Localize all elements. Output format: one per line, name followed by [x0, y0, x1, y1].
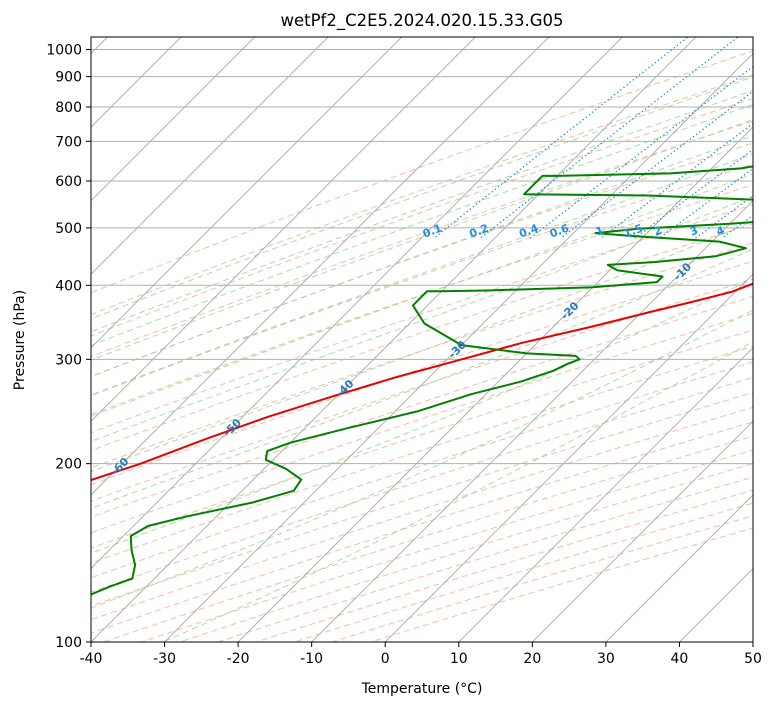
mixing-ratio-label: 2	[652, 224, 664, 239]
x-tick-label: 50	[744, 651, 762, 667]
mixing-ratio-label: 1	[594, 224, 606, 239]
x-tick-label: 40	[671, 651, 689, 667]
x-tick-label: 30	[597, 651, 615, 667]
y-tick-label: 900	[55, 70, 82, 86]
mixing-ratio-label: 0.1	[421, 222, 444, 241]
y-tick-label: 1000	[46, 43, 82, 59]
isotherm-line	[384, 273, 753, 642]
mixing-ratio-label: 0.4	[517, 222, 540, 241]
isotherm-line	[163, 52, 753, 642]
mixing-ratio-label: 4	[715, 224, 727, 239]
y-tick-label: 100	[55, 635, 82, 651]
dry-adiabat-line	[91, 142, 753, 377]
x-tick-label: -40	[80, 651, 103, 667]
isotherm-line	[605, 494, 753, 642]
mixing-ratio-label: 3	[688, 224, 700, 239]
plot-frame	[90, 36, 754, 643]
isotherm-line	[310, 199, 753, 642]
isotherm-line	[91, 37, 477, 423]
dry-adiabat-line	[91, 295, 753, 518]
chart-title: wetPf2_C2E5.2024.020.15.33.G05	[280, 11, 563, 31]
mixing-ratio-line	[529, 65, 753, 239]
dewpoint-profile-line	[91, 151, 753, 596]
dry-adiabat-line	[91, 97, 753, 337]
x-tick-label: -30	[153, 651, 176, 667]
mixing-ratio-line	[433, 37, 689, 239]
y-tick-label: 300	[55, 352, 82, 368]
x-tick-label: 0	[381, 651, 390, 667]
isotherm-line	[237, 126, 753, 642]
mixing-ratio-line	[479, 37, 739, 239]
mixing-ratio-line	[600, 122, 753, 239]
dry-adiabat-line	[91, 204, 753, 434]
dry-adiabat-line	[91, 50, 753, 294]
moist-adiabat-line	[91, 220, 753, 473]
x-tick-label: 20	[523, 651, 541, 667]
x-tick-label: -20	[227, 651, 250, 667]
dry-adiabat-line	[91, 329, 753, 549]
dry-adiabat-line	[91, 120, 753, 358]
mixing-ratio-label: 1.5	[622, 222, 645, 241]
dry-adiabat-line	[91, 345, 753, 564]
x-tick-label: 10	[450, 651, 468, 667]
x-tick-label: -10	[300, 651, 323, 667]
moist-adiabat-line	[162, 340, 753, 642]
y-tick-label: 500	[55, 221, 82, 237]
dry-adiabat-line	[91, 223, 753, 452]
moist-adiabat-line	[91, 309, 753, 609]
isotherm-line	[91, 37, 624, 570]
x-axis-title: Temperature (°C)	[361, 681, 483, 697]
y-tick-label: 200	[55, 457, 82, 473]
mixing-ratio-label: 0.2	[468, 222, 491, 241]
y-tick-label: 700	[55, 134, 82, 150]
isotherm-line	[91, 37, 550, 496]
dry-adiabat-line	[91, 260, 753, 486]
axes: -40 -30 -20 -10 0 10 20 30 40 50 100 200 300 400 500 60…	[46, 43, 762, 667]
isotherm-line	[91, 37, 329, 275]
dry-adiabat-line	[91, 376, 753, 593]
y-tick-label: 400	[55, 278, 82, 294]
y-tick-label: 800	[55, 100, 82, 116]
temperature-profile-line	[91, 282, 753, 482]
mixing-ratio-line	[560, 90, 753, 239]
profile-lines	[91, 151, 753, 596]
isotherm-line	[91, 37, 403, 349]
isotherm-line	[91, 37, 697, 642]
isotherm-line	[531, 420, 753, 642]
isotherm-line	[458, 347, 753, 642]
mixing-ratio-label: 0.6	[548, 222, 571, 241]
background-lines	[91, 37, 753, 642]
y-tick-label: 600	[55, 174, 82, 190]
y-axis-title: Pressure (hPa)	[12, 290, 28, 390]
isotherm-line	[91, 37, 256, 202]
